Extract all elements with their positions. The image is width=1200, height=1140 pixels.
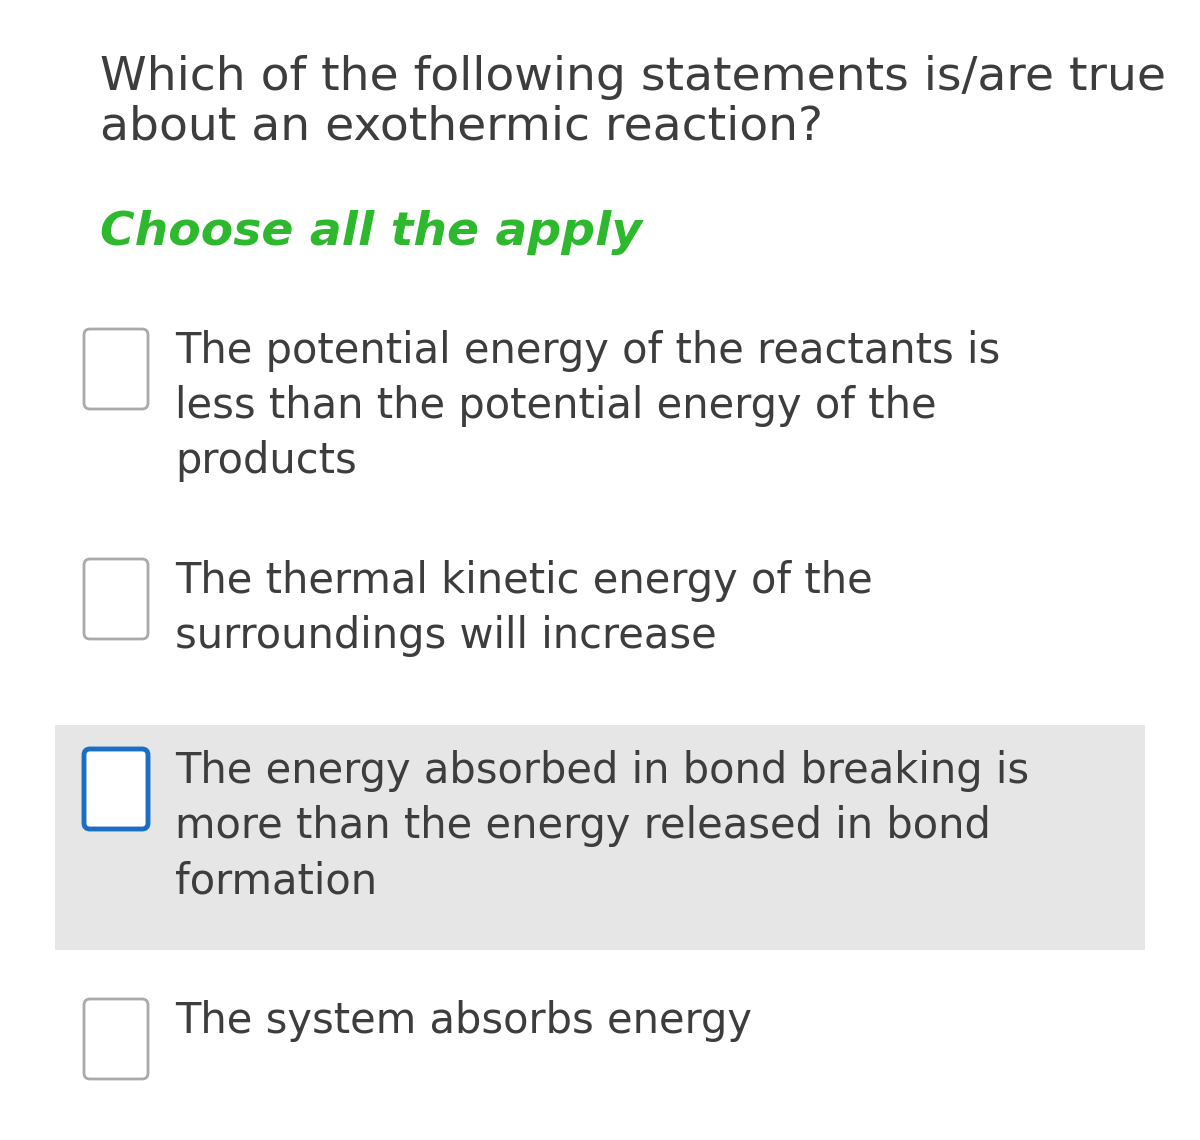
Text: surroundings will increase: surroundings will increase bbox=[175, 614, 716, 657]
Text: more than the energy released in bond: more than the energy released in bond bbox=[175, 805, 991, 847]
Text: The energy absorbed in bond breaking is: The energy absorbed in bond breaking is bbox=[175, 750, 1030, 792]
Text: Choose all the apply: Choose all the apply bbox=[100, 210, 642, 255]
Text: The potential energy of the reactants is: The potential energy of the reactants is bbox=[175, 329, 1001, 372]
Text: The system absorbs energy: The system absorbs energy bbox=[175, 1000, 752, 1042]
Text: Which of the following statements is/are true: Which of the following statements is/are… bbox=[100, 55, 1166, 100]
FancyBboxPatch shape bbox=[84, 559, 148, 640]
FancyBboxPatch shape bbox=[84, 999, 148, 1078]
Text: formation: formation bbox=[175, 860, 377, 902]
Text: products: products bbox=[175, 440, 356, 482]
Text: about an exothermic reaction?: about an exothermic reaction? bbox=[100, 105, 823, 150]
Text: The thermal kinetic energy of the: The thermal kinetic energy of the bbox=[175, 560, 872, 602]
Text: less than the potential energy of the: less than the potential energy of the bbox=[175, 385, 937, 428]
FancyBboxPatch shape bbox=[55, 725, 1145, 950]
FancyBboxPatch shape bbox=[84, 329, 148, 409]
FancyBboxPatch shape bbox=[84, 749, 148, 829]
